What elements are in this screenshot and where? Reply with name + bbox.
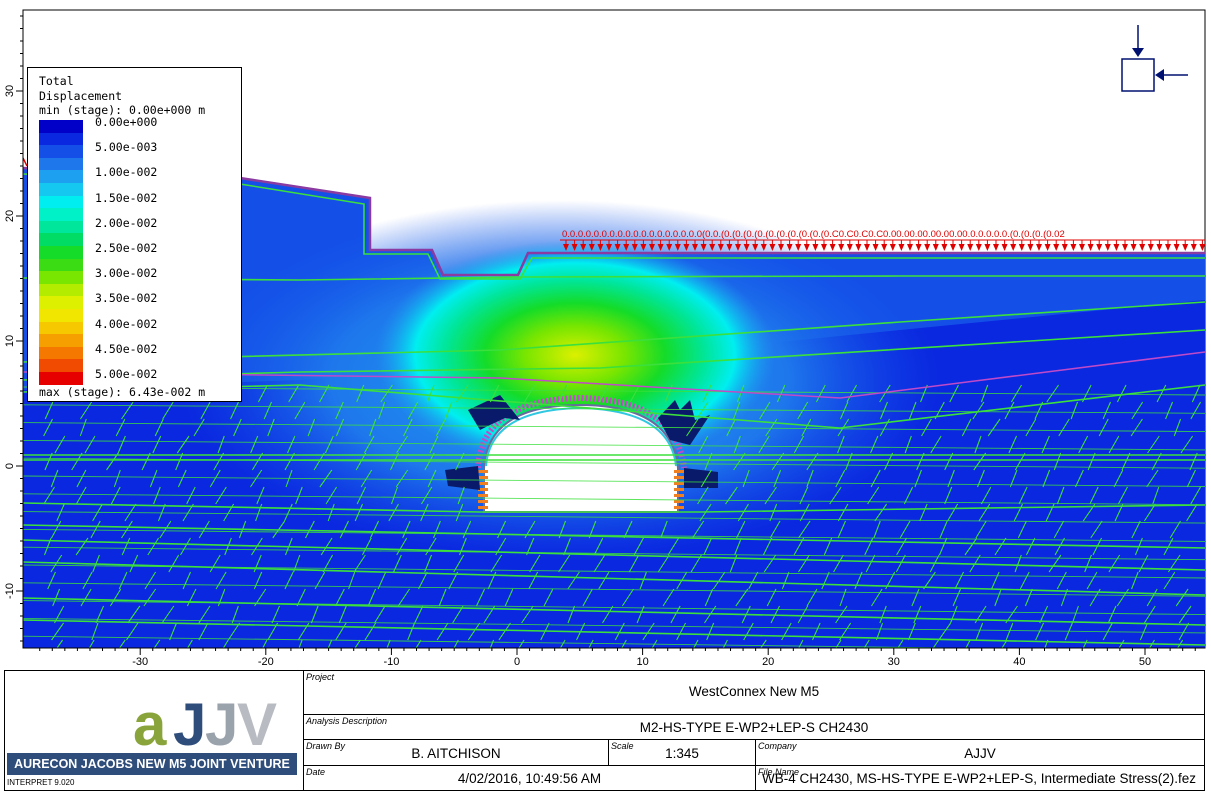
analysis-value: M2-HS-TYPE E-WP2+LEP-S CH2430	[639, 720, 869, 735]
legend-title-1: Total	[39, 74, 74, 88]
legend-swatch	[39, 309, 83, 322]
logo-j1: J	[173, 691, 206, 753]
x-tick-label: 30	[888, 656, 900, 668]
y-tick-label: 30	[4, 85, 16, 97]
legend-value: 3.50e-002	[95, 291, 158, 306]
legend-swatch	[39, 157, 83, 171]
x-tick-label: 50	[1139, 656, 1151, 668]
wall-bolts	[478, 470, 684, 509]
x-tick-label: -30	[132, 656, 148, 668]
y-axis: 30 20 10 0 -10	[4, 10, 24, 648]
drawn-by-label: Drawn By	[306, 741, 346, 751]
tunnel-liner	[475, 394, 687, 469]
x-tick-label: 0	[514, 656, 520, 668]
legend-swatch	[39, 372, 83, 385]
y-tick-label: 20	[4, 210, 16, 222]
file-value: WB-4 CH2430, MS-HS-TYPE E-WP2+LEP-S, Int…	[762, 771, 1197, 786]
company-banner: AURECON JACOBS NEW M5 JOINT VENTURE	[7, 753, 297, 775]
ajjv-logo: a J J V	[133, 691, 277, 753]
x-tick-label: 10	[636, 656, 648, 668]
legend-value: 5.00e-002	[95, 367, 158, 381]
legend-swatch	[39, 334, 83, 347]
legend-swatch	[39, 271, 83, 284]
legend-swatch	[39, 183, 83, 196]
legend: Total Displacement min (stage): 0.00e+00…	[27, 67, 242, 402]
legend-swatch	[39, 258, 83, 272]
legend-swatch	[39, 145, 83, 158]
x-tick-label: 20	[762, 656, 774, 668]
legend-min: min (stage): 0.00e+000 m	[39, 103, 206, 117]
logo-area: a J J V AURECON JACOBS NEW M5 JOINT VENT…	[5, 671, 303, 790]
legend-value: 4.00e-002	[95, 316, 158, 331]
date-label: Date	[306, 767, 326, 777]
displacement-field: 0.0.0.0.0.0.0.0.0.0.0.0.0.0.0.0.0.0(0.0.…	[23, 157, 1205, 648]
y-tick-label: 0	[4, 463, 16, 469]
y-tick-label: 10	[4, 335, 16, 347]
x-tick-label: -20	[258, 656, 274, 668]
legend-value: 0.00e+000	[95, 115, 158, 129]
legend-swatch	[39, 132, 83, 146]
title-block: a J J V AURECON JACOBS NEW M5 JOINT VENT…	[4, 670, 1205, 791]
drawn-by-value: B. AITCHISON	[411, 746, 501, 761]
legend-swatch	[39, 346, 83, 360]
drawn-by-cell: Drawn By B. AITCHISON	[303, 739, 608, 765]
legend-value: 1.00e-002	[95, 165, 158, 180]
legend-value: 4.50e-002	[95, 341, 158, 356]
legend-swatch	[39, 246, 83, 259]
yield-spike-left-low	[445, 466, 480, 490]
project-value: WestConnex New M5	[688, 684, 820, 699]
legend-value: 3.00e-002	[95, 266, 158, 281]
x-tick-label: 40	[1013, 656, 1025, 668]
scale-value: 1:345	[665, 746, 699, 761]
logo-j2: J	[205, 691, 238, 753]
legend-swatch	[39, 233, 83, 247]
logo-v: V	[237, 691, 277, 753]
legend-swatch	[39, 195, 83, 209]
x-axis: -30 -20 -10 0 10 20 30 40 50	[23, 647, 1205, 668]
scale-cell: Scale 1:345	[608, 739, 755, 765]
legend-swatch	[39, 120, 83, 133]
legend-swatch	[39, 296, 83, 310]
legend-value: 1.50e-002	[95, 190, 158, 205]
tunnel-opening	[483, 403, 679, 513]
joint-network	[23, 329, 1205, 648]
file-label: File Name	[758, 767, 800, 777]
yield-spike-left	[468, 395, 520, 430]
company-value: AJJV	[964, 746, 996, 761]
version-label: INTERPRET 9.020	[7, 778, 75, 787]
x-tick-label: -10	[383, 656, 399, 668]
legend-value: 2.50e-002	[95, 241, 158, 255]
load-label: 0.0.0.0.0.0.0.0.0.0.0.0.0.0.0.0.0.0(0.0.…	[562, 229, 1065, 240]
date-value: 4/02/2016, 10:49:56 AM	[457, 771, 602, 786]
yield-spike-right	[658, 400, 710, 445]
analysis-label: Analysis Description	[306, 716, 388, 726]
legend-value: 5.00e-003	[95, 140, 158, 155]
legend-swatch	[39, 208, 83, 221]
file-cell: File Name WB-4 CH2430, MS-HS-TYPE E-WP2+…	[755, 765, 1204, 790]
project-label: Project	[306, 672, 335, 682]
logo-a: a	[133, 691, 167, 753]
company-label: Company	[758, 741, 797, 751]
company-cell: Company AJJV	[755, 739, 1204, 765]
legend-max: max (stage): 6.43e-002 m	[39, 385, 206, 399]
legend-swatch	[39, 283, 83, 297]
legend-swatch	[39, 321, 83, 335]
legend-value: 2.00e-002	[95, 215, 158, 230]
legend-swatch	[39, 170, 83, 184]
legend-title-2: Displacement	[39, 88, 123, 103]
project-cell: Project WestConnex New M5	[303, 671, 1204, 714]
legend-swatch	[39, 220, 83, 234]
y-tick-label: -10	[4, 583, 16, 599]
analysis-cell: Analysis Description M2-HS-TYPE E-WP2+LE…	[303, 714, 1204, 739]
date-cell: Date 4/02/2016, 10:49:56 AM	[303, 765, 755, 790]
model-view[interactable]: 0.0.0.0.0.0.0.0.0.0.0.0.0.0.0.0.0.0(0.0.…	[0, 0, 1211, 670]
legend-swatch	[39, 359, 83, 373]
distributed-load	[23, 157, 1205, 251]
scale-label: Scale	[611, 741, 634, 751]
restraint-icon	[1121, 25, 1188, 92]
